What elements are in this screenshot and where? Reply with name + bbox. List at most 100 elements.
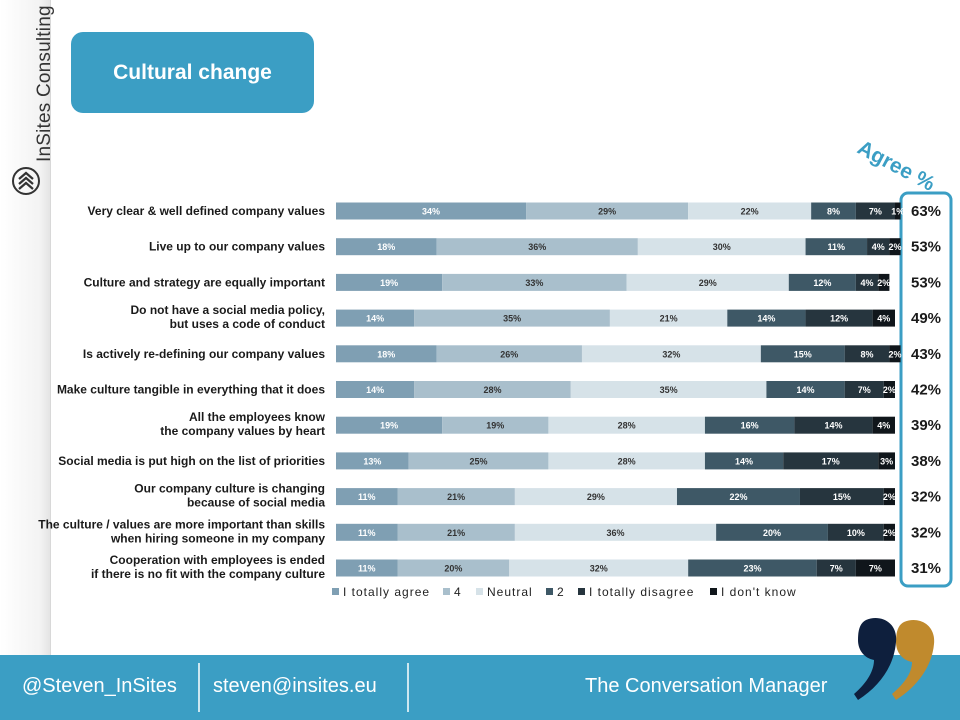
bar-segment: [760, 345, 845, 363]
bar-segment: [609, 309, 728, 327]
bar-segment: [408, 452, 549, 470]
brand-logo-icon: [12, 167, 40, 195]
bar-segment: [805, 238, 868, 256]
bar-segment: [336, 309, 415, 327]
data-label: 28%: [618, 421, 636, 431]
bar-segment: [783, 452, 879, 470]
legend-swatch: [710, 588, 717, 595]
bar-segment: [867, 238, 890, 256]
data-label: 7%: [869, 207, 882, 217]
bar-segment: [526, 202, 689, 220]
bar-segment: [442, 273, 627, 291]
bar-segment: [844, 345, 890, 363]
category-label: All the employees know: [189, 410, 326, 424]
category-label: Do not have a social media policy,: [130, 303, 325, 317]
category-label: because of social media: [187, 496, 325, 510]
data-label: 35%: [503, 314, 521, 324]
bar-segment: [727, 309, 806, 327]
data-label: 7%: [869, 564, 882, 574]
category-label: The culture / values are more important …: [38, 517, 325, 531]
data-label: 12%: [813, 278, 831, 288]
bar-segment: [336, 202, 527, 220]
slide-title: Cultural change: [113, 60, 272, 84]
data-label: 4%: [872, 242, 885, 252]
bar-segment: [336, 488, 398, 506]
bar-segment: [336, 416, 443, 434]
data-label: 17%: [822, 456, 840, 466]
legend-label: Neutral: [487, 585, 533, 599]
data-label: 11%: [358, 492, 376, 502]
data-label: 14%: [797, 385, 815, 395]
quote-mark-icon: [854, 618, 935, 700]
agree-value: 43%: [911, 346, 941, 363]
bar-segment: [637, 238, 806, 256]
data-label: 16%: [741, 421, 759, 431]
bar-segment: [336, 452, 409, 470]
bar-segment: [811, 202, 856, 220]
bar-segment: [442, 416, 549, 434]
data-label: 2%: [877, 278, 890, 288]
data-label: 4%: [877, 314, 890, 324]
data-label: 7%: [830, 564, 843, 574]
bar-segment: [548, 452, 705, 470]
agree-value: 38%: [911, 453, 941, 470]
data-label: 14%: [366, 385, 384, 395]
category-label: Make culture tangible in everything that…: [57, 383, 325, 397]
category-label: Is actively re-defining our company valu…: [83, 347, 325, 361]
data-label: 33%: [525, 278, 543, 288]
data-label: 22%: [729, 492, 747, 502]
data-label: 14%: [735, 456, 753, 466]
bar-segment: [844, 381, 884, 398]
category-label: when hiring someone in my company: [110, 531, 325, 545]
bar-segment: [397, 523, 515, 541]
stacked-bar-chart: Agree % Very clear & well defined company…: [38, 136, 953, 599]
twitter-handle[interactable]: @Steven_InSites: [22, 675, 177, 697]
agree-box: [899, 191, 953, 588]
bar-segment: [716, 523, 828, 541]
bar-segment: [397, 488, 515, 506]
data-label: 32%: [662, 349, 680, 359]
data-label: 20%: [763, 528, 781, 538]
tagline: The Conversation Manager: [585, 675, 828, 697]
bar-segment: [883, 488, 895, 506]
category-label: Culture and strategy are equally importa…: [84, 275, 325, 289]
data-label: 4%: [861, 278, 874, 288]
bar-segment: [414, 381, 571, 398]
data-label: 2%: [883, 385, 896, 395]
legend-label: I totally disagree: [589, 585, 694, 599]
category-label: Live up to our company values: [149, 240, 325, 254]
legend-label: I totally agree: [343, 585, 430, 599]
bar-segment: [509, 559, 689, 577]
bar-segment: [883, 523, 895, 541]
email-link[interactable]: steven@insites.eu: [213, 675, 377, 697]
agree-value: 53%: [911, 239, 941, 256]
data-label: 10%: [847, 528, 865, 538]
category-label: the company values by heart: [160, 424, 325, 438]
data-label: 4%: [877, 421, 890, 431]
data-label: 11%: [828, 242, 846, 252]
agree-value: 53%: [911, 274, 941, 291]
data-label: 36%: [528, 242, 546, 252]
data-label: 28%: [618, 456, 636, 466]
bar-segment: [676, 488, 800, 506]
bar-segment: [805, 309, 873, 327]
bar-segment: [688, 559, 817, 577]
bar-segment: [766, 381, 845, 398]
title-box: Cultural change: [71, 32, 314, 113]
bar-segment: [336, 559, 398, 577]
data-label: 22%: [741, 207, 759, 217]
bar-segment: [895, 202, 901, 220]
data-label: 35%: [660, 385, 678, 395]
legend-swatch: [578, 588, 585, 595]
category-label: but uses a code of conduct: [170, 317, 325, 331]
bar-segment: [570, 381, 767, 398]
bar-segment: [889, 238, 901, 256]
data-label: 30%: [713, 242, 731, 252]
data-label: 13%: [363, 456, 381, 466]
category-label: Our company culture is changing: [134, 482, 325, 496]
agree-header: Agree %: [854, 136, 939, 196]
bar-segment: [816, 559, 856, 577]
footer-bar: @Steven_InSites steven@insites.eu The Co…: [0, 655, 960, 720]
data-label: 12%: [830, 314, 848, 324]
data-label: 7%: [858, 385, 871, 395]
